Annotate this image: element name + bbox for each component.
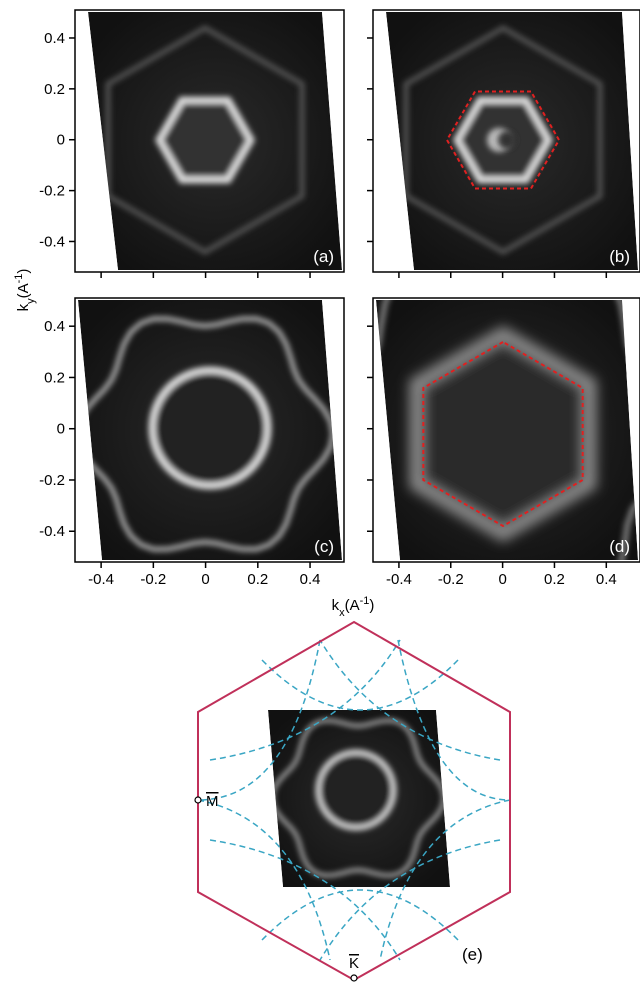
y-tick-label: -0.2 bbox=[39, 472, 65, 489]
map-image bbox=[376, 300, 638, 560]
y-tick-label: 0.2 bbox=[44, 369, 65, 386]
y-tick-label: 0.4 bbox=[44, 30, 65, 47]
m-label: M bbox=[206, 793, 219, 810]
ring bbox=[148, 366, 272, 490]
y-tick-label: -0.2 bbox=[39, 183, 65, 200]
brillouin-zone-panel bbox=[268, 710, 450, 887]
fermi-contour bbox=[209, 639, 401, 761]
y-tick-label: -0.4 bbox=[39, 523, 65, 540]
y-tick-label: 0.4 bbox=[44, 318, 65, 335]
x-tick-label: 0.4 bbox=[300, 571, 321, 588]
outer-band bbox=[403, 25, 603, 255]
fermi-contour bbox=[261, 889, 459, 941]
fermi-contour bbox=[397, 639, 511, 801]
y-tick-label: 0.2 bbox=[44, 81, 65, 98]
x-tick-label: 0.2 bbox=[247, 571, 268, 588]
ring bbox=[315, 749, 397, 831]
y-axis-label: ky(A-1) bbox=[13, 269, 37, 312]
x-tick-label: -0.2 bbox=[140, 571, 166, 588]
map-image bbox=[88, 12, 342, 270]
x-tick-label: 0.2 bbox=[544, 571, 565, 588]
map-image bbox=[78, 300, 342, 560]
ring bbox=[409, 325, 597, 543]
intensity bbox=[268, 710, 450, 887]
panel-frame bbox=[74, 9, 345, 273]
panel-frame bbox=[74, 297, 345, 563]
x-tick-label: 0 bbox=[201, 571, 209, 588]
panel-label: (b) bbox=[609, 247, 630, 266]
fermi-contour bbox=[379, 799, 511, 961]
star-band bbox=[78, 316, 336, 552]
ring bbox=[154, 96, 256, 184]
bz-boundary bbox=[422, 340, 584, 528]
y-tick-label: 0 bbox=[57, 421, 65, 438]
k-point bbox=[350, 974, 358, 982]
bz-boundary bbox=[445, 90, 561, 190]
m-point bbox=[194, 796, 202, 804]
x-axis-label: kx(A-1) bbox=[332, 595, 375, 619]
fermi-contour bbox=[319, 839, 501, 961]
fermi-contour bbox=[197, 799, 331, 961]
outer-band bbox=[105, 25, 305, 255]
intensity bbox=[78, 300, 342, 560]
fermi-contour bbox=[319, 639, 501, 761]
x-tick-label: 0.4 bbox=[596, 571, 617, 588]
x-tick-label: -0.2 bbox=[438, 571, 464, 588]
panel-frame bbox=[372, 297, 640, 563]
fermi-contour bbox=[261, 659, 459, 711]
panel-label: (e) bbox=[462, 945, 483, 964]
crescent-cut bbox=[498, 131, 516, 149]
y-tick-label: 0 bbox=[57, 132, 65, 149]
map-image bbox=[386, 12, 638, 270]
panel-frame bbox=[372, 9, 640, 273]
x-tick-label: -0.4 bbox=[386, 571, 412, 588]
k-label: K bbox=[349, 955, 359, 972]
x-tick-label: 0 bbox=[498, 571, 506, 588]
intensity bbox=[386, 12, 638, 270]
panel-label: (a) bbox=[313, 247, 334, 266]
fermi-contour bbox=[209, 839, 401, 961]
panel-label: (c) bbox=[314, 537, 334, 556]
intensity bbox=[88, 12, 342, 270]
panel-label: (d) bbox=[609, 537, 630, 556]
x-tick-label: -0.4 bbox=[88, 571, 114, 588]
intensity bbox=[376, 300, 638, 560]
y-tick-label: -0.4 bbox=[39, 233, 65, 250]
